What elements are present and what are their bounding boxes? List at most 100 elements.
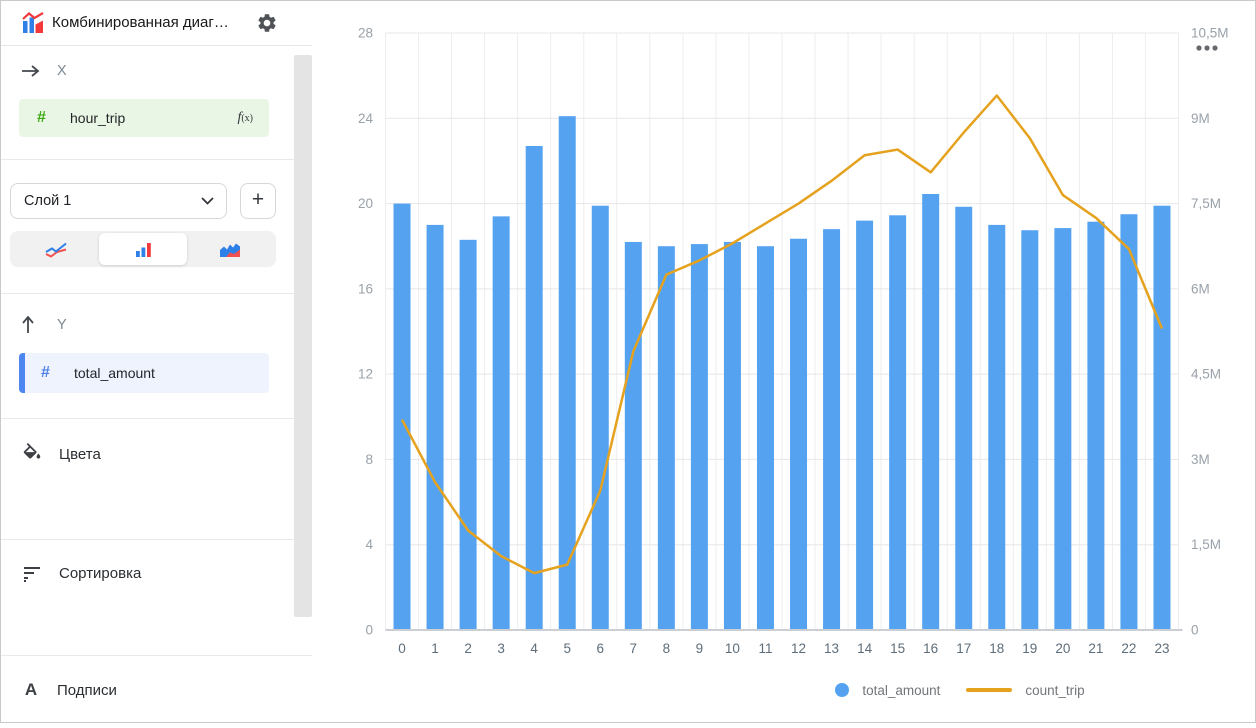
chart-type-area-button[interactable] xyxy=(187,233,274,265)
chart-type-switcher xyxy=(10,231,276,267)
x-axis-tick: 21 xyxy=(1088,641,1103,656)
sort-lines-icon xyxy=(21,563,43,583)
left-axis-tick: 12 xyxy=(358,367,373,382)
divider xyxy=(0,655,312,656)
x-axis-tick: 0 xyxy=(398,641,406,656)
bar xyxy=(823,229,840,630)
x-axis-tick: 11 xyxy=(758,641,772,656)
bar xyxy=(757,246,774,630)
right-axis-tick: 6M xyxy=(1191,281,1210,296)
bar xyxy=(988,225,1005,630)
sidebar-item-label: Подписи xyxy=(57,682,117,699)
x-axis-tick: 17 xyxy=(956,641,971,656)
sidebar-item-label: Сортировка xyxy=(59,565,141,582)
field-pill-hour-trip[interactable]: # hour_trip f(x) xyxy=(19,99,269,137)
sidebar-scrollbar[interactable] xyxy=(294,55,312,617)
gear-icon[interactable] xyxy=(256,12,278,34)
right-axis-tick: 10,5M xyxy=(1191,26,1229,41)
bar xyxy=(460,240,477,630)
area-chart-icon xyxy=(218,239,242,259)
legend-dot-icon xyxy=(835,683,849,697)
x-axis-tick: 22 xyxy=(1121,641,1136,656)
bar xyxy=(955,207,972,630)
left-axis-tick: 28 xyxy=(358,26,373,41)
sidebar-header: Комбинированная диаг… xyxy=(0,0,312,46)
number-field-icon: # xyxy=(41,364,57,382)
paint-bucket-icon xyxy=(21,443,43,465)
legend-item-total-amount[interactable]: total_amount xyxy=(835,683,940,698)
right-axis-tick: 4,5M xyxy=(1191,367,1221,382)
divider xyxy=(0,418,312,419)
bar xyxy=(1021,230,1038,630)
x-axis-tick: 6 xyxy=(597,641,605,656)
right-axis-tick: 3M xyxy=(1191,452,1210,467)
add-layer-button[interactable]: + xyxy=(240,183,276,219)
x-axis-tick: 5 xyxy=(563,641,571,656)
layer-select-value: Слой 1 xyxy=(24,193,201,209)
right-axis-tick: 7,5M xyxy=(1191,196,1221,211)
bar xyxy=(790,239,807,630)
field-name: total_amount xyxy=(74,365,269,381)
bar xyxy=(625,242,642,630)
bar xyxy=(1054,228,1071,630)
x-axis-tick: 23 xyxy=(1154,641,1169,656)
x-axis-tick: 4 xyxy=(530,641,538,656)
y-section-label: Y xyxy=(57,317,67,333)
field-name: hour_trip xyxy=(70,110,237,126)
legend-item-count-trip[interactable]: count_trip xyxy=(966,683,1084,698)
bar xyxy=(394,204,411,630)
x-axis-tick: 10 xyxy=(725,641,740,656)
x-section-label: X xyxy=(57,63,67,79)
page-title: Комбинированная диаг… xyxy=(52,14,248,31)
letter-a-icon: A xyxy=(21,680,41,700)
bar xyxy=(592,206,609,630)
x-axis-tick: 3 xyxy=(497,641,505,656)
right-axis-tick: 0 xyxy=(1191,623,1199,638)
sidebar-item-sorting[interactable]: Сортировка xyxy=(21,563,141,583)
left-axis-tick: 24 xyxy=(358,111,374,126)
bar xyxy=(1120,214,1137,630)
right-axis-tick: 1,5M xyxy=(1191,537,1221,552)
bar xyxy=(526,146,543,630)
bar xyxy=(724,242,741,630)
sidebar-item-label: Цвета xyxy=(59,446,101,463)
arrow-up-icon xyxy=(21,316,40,334)
x-axis-tick: 14 xyxy=(857,641,873,656)
sidebar-item-labels[interactable]: A Подписи xyxy=(21,680,117,700)
x-axis-tick: 18 xyxy=(989,641,1004,656)
x-axis-tick: 19 xyxy=(1022,641,1037,656)
layer-select[interactable]: Слой 1 xyxy=(10,183,227,219)
right-axis-tick: 9M xyxy=(1191,111,1210,126)
divider xyxy=(0,159,312,160)
x-axis-tick: 20 xyxy=(1055,641,1070,656)
left-axis-tick: 0 xyxy=(365,623,373,638)
field-pill-total-amount[interactable]: # total_amount xyxy=(19,353,269,393)
x-axis-tick: 9 xyxy=(696,641,704,656)
bar xyxy=(1087,222,1104,630)
bar xyxy=(1153,206,1170,630)
combo-chart-logo-icon xyxy=(21,11,45,35)
arrow-right-icon xyxy=(21,64,40,78)
left-axis-tick: 16 xyxy=(358,281,373,296)
chart-type-bar-button[interactable] xyxy=(99,233,186,265)
bar xyxy=(658,246,675,630)
left-axis-tick: 4 xyxy=(365,537,373,552)
sidebar-item-colors[interactable]: Цвета xyxy=(21,443,101,465)
chart-menu-dots-icon[interactable] xyxy=(1196,45,1217,50)
x-axis-tick: 13 xyxy=(824,641,839,656)
number-field-icon: # xyxy=(37,109,53,127)
x-axis-tick: 16 xyxy=(923,641,938,656)
bar xyxy=(493,216,510,630)
x-axis-tick: 15 xyxy=(890,641,905,656)
chart-legend: total_amount count_trip xyxy=(664,677,1256,703)
line-chart-icon xyxy=(44,239,68,259)
x-axis-tick: 12 xyxy=(791,641,806,656)
chart-type-line-button[interactable] xyxy=(12,233,99,265)
formula-icon[interactable]: f(x) xyxy=(237,110,253,126)
legend-line-icon xyxy=(966,688,1012,692)
x-axis-tick: 1 xyxy=(431,641,439,656)
x-section-header: X xyxy=(21,61,67,81)
bar xyxy=(856,221,873,630)
